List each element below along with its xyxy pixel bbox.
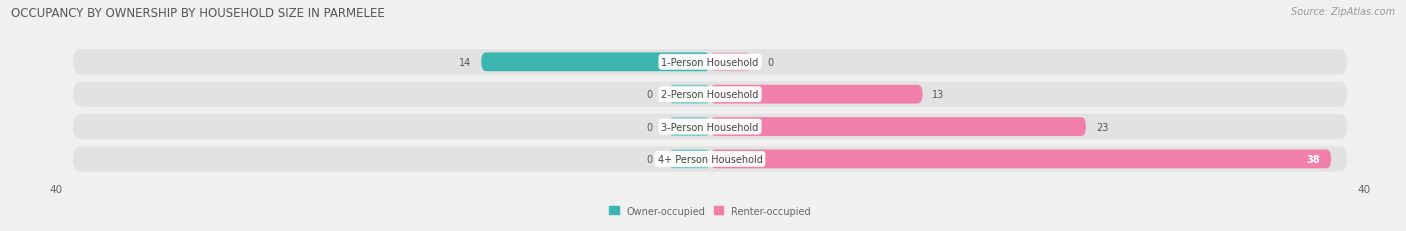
Text: 2-Person Household: 2-Person Household — [661, 90, 759, 100]
FancyBboxPatch shape — [710, 150, 1331, 169]
Text: 0: 0 — [647, 154, 652, 164]
FancyBboxPatch shape — [669, 118, 710, 136]
FancyBboxPatch shape — [73, 50, 1347, 75]
FancyBboxPatch shape — [73, 82, 1347, 107]
FancyBboxPatch shape — [669, 85, 710, 104]
Text: 1-Person Household: 1-Person Household — [661, 58, 759, 67]
Text: 0: 0 — [768, 58, 773, 67]
Text: 14: 14 — [460, 58, 471, 67]
Text: OCCUPANCY BY OWNERSHIP BY HOUSEHOLD SIZE IN PARMELEE: OCCUPANCY BY OWNERSHIP BY HOUSEHOLD SIZE… — [11, 7, 385, 20]
FancyBboxPatch shape — [481, 53, 710, 72]
FancyBboxPatch shape — [710, 85, 922, 104]
Text: 0: 0 — [647, 90, 652, 100]
Text: 23: 23 — [1095, 122, 1108, 132]
Legend: Owner-occupied, Renter-occupied: Owner-occupied, Renter-occupied — [606, 202, 814, 220]
Text: 38: 38 — [1306, 154, 1320, 164]
FancyBboxPatch shape — [73, 147, 1347, 172]
FancyBboxPatch shape — [710, 118, 1085, 136]
Text: Source: ZipAtlas.com: Source: ZipAtlas.com — [1291, 7, 1395, 17]
Text: 13: 13 — [932, 90, 945, 100]
Text: 0: 0 — [647, 122, 652, 132]
Text: 3-Person Household: 3-Person Household — [661, 122, 759, 132]
FancyBboxPatch shape — [710, 53, 751, 72]
Text: 4+ Person Household: 4+ Person Household — [658, 154, 762, 164]
FancyBboxPatch shape — [669, 150, 710, 169]
FancyBboxPatch shape — [73, 114, 1347, 140]
